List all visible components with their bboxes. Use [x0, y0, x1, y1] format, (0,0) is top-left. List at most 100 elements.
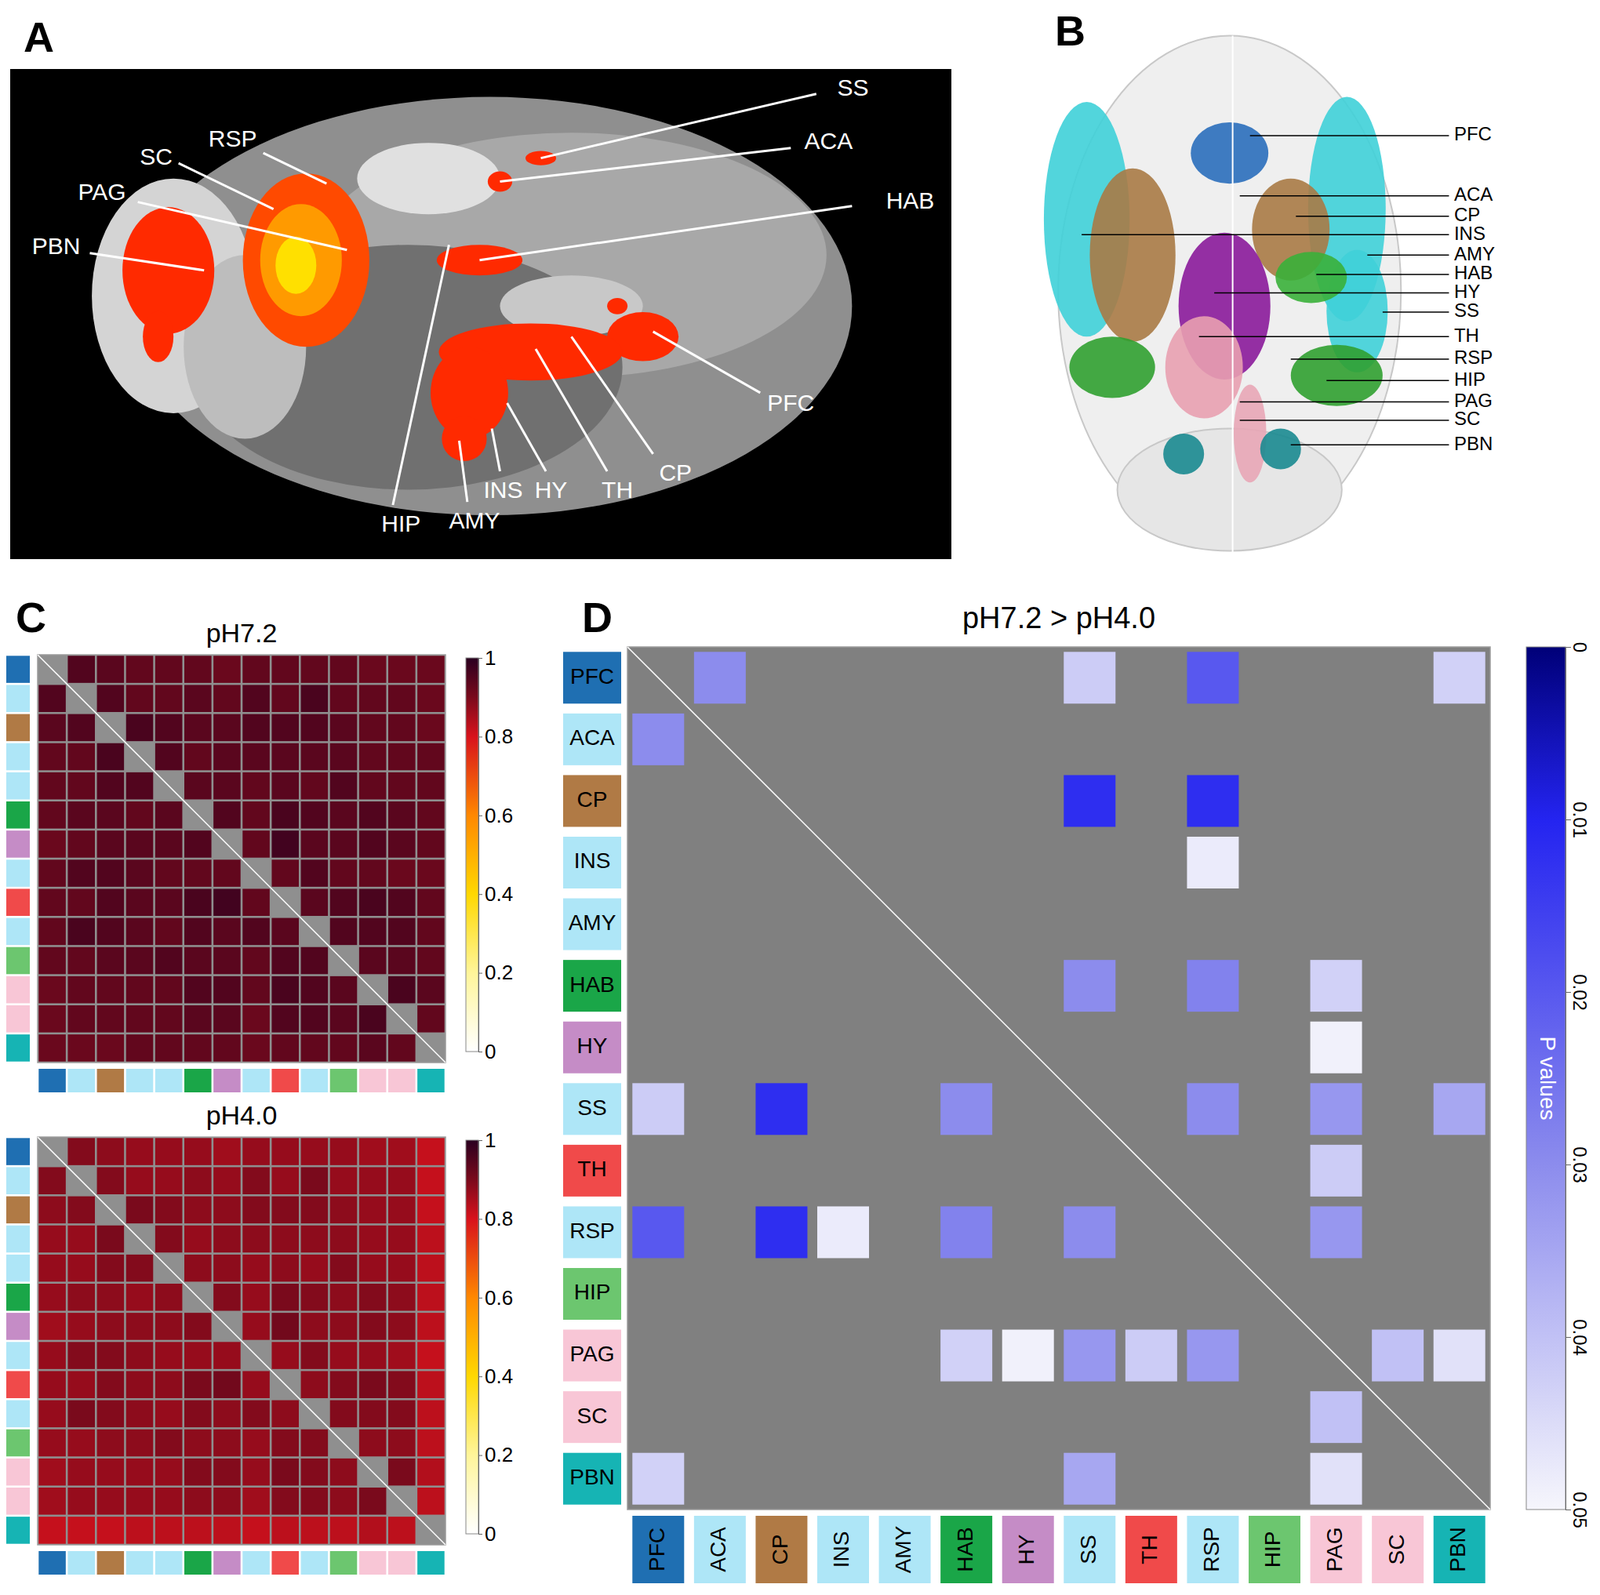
heatmap-cell: [388, 1516, 416, 1545]
heatmap-cell: [330, 1341, 358, 1370]
heatmap-cell: [213, 1034, 241, 1062]
heatmap-cell: [97, 1516, 125, 1545]
heatmap-cell: [271, 1312, 299, 1341]
figure: SSACAHABPFCCPTHHYINSAMYHIPPBNPAGSCRSPAPF…: [0, 0, 1600, 1595]
heatmap-cell: [242, 1370, 270, 1399]
heatmap-cell: [271, 655, 299, 684]
heatmap-cell: [213, 801, 241, 830]
leader-line: [1240, 419, 1450, 422]
row-swatch: [6, 1283, 30, 1312]
heatmap-cell: [126, 1370, 154, 1399]
region-label: RSP: [208, 125, 258, 152]
row-swatch: [6, 1034, 30, 1062]
column-label-box: [1186, 1516, 1239, 1584]
tick-label: 1: [484, 646, 496, 670]
heatmap-cell: [155, 1138, 183, 1166]
column-label: INS: [829, 1531, 854, 1569]
heatmap-cell: [97, 1034, 125, 1062]
heatmap: pH7.200.20.40.60.81: [6, 618, 513, 1093]
heatmap-cell: [184, 1254, 212, 1283]
heatmap-cell: [301, 1312, 329, 1341]
tick: 0: [1565, 642, 1591, 653]
column-swatch: [242, 1551, 270, 1575]
heatmap-cell: [330, 1225, 358, 1254]
leader-line: [1199, 336, 1450, 339]
activation-blob: [441, 416, 487, 462]
tick-label: 0.2: [484, 1443, 513, 1467]
heatmap-cell: [388, 1429, 416, 1458]
heatmap-cell: [126, 830, 154, 859]
heatmap-cell: [184, 1487, 212, 1516]
heatmap-cell: [184, 1400, 212, 1429]
heatmap-cell: [184, 655, 212, 684]
heatmap-cell: [67, 1034, 95, 1062]
tick: 0.02: [1565, 974, 1591, 1011]
tick: 0.2: [478, 1443, 513, 1467]
column-label: SC: [1384, 1534, 1409, 1566]
leader-line: [138, 202, 348, 251]
activation-blob: [142, 311, 174, 363]
heatmap-cell: [38, 1196, 66, 1225]
heatmap-cell: [184, 830, 212, 859]
column-swatch: [67, 1069, 95, 1093]
leader-line: [1240, 401, 1450, 404]
column-label: PFC: [644, 1527, 670, 1572]
heatmap-cell: [155, 1487, 183, 1516]
heatmap-cell: [359, 1487, 387, 1516]
tick-mark: [478, 894, 483, 895]
heatmap-cell: [301, 859, 329, 888]
heatmap-cell: [388, 888, 416, 917]
row-label-box: [563, 1145, 622, 1197]
heatmap-cell: [67, 1429, 95, 1458]
heatmap-cell: [67, 1341, 95, 1370]
heatmap-cell: [417, 947, 445, 975]
tick: 0.6: [478, 1286, 513, 1310]
heatmap-cell: [388, 714, 416, 742]
heatmap-cell: [184, 976, 212, 1004]
row-label: ACA: [569, 725, 615, 750]
heatmap-cell: [97, 1429, 125, 1458]
row-swatch: [6, 1400, 30, 1429]
heatmap-cell: [126, 1005, 154, 1033]
heatmap-cell: [126, 1341, 154, 1370]
leader-line: [458, 440, 467, 502]
tick-label: 0.05: [1569, 1491, 1591, 1529]
heatmap-cell: [359, 1034, 387, 1062]
panel-a: SSACAHABPFCCPTHHYINSAMYHIPPBNPAGSCRSP: [10, 69, 952, 560]
row-swatch: [6, 1138, 30, 1166]
heatmap-cell: [155, 1516, 183, 1545]
heatmap-cell: [155, 976, 183, 1004]
heatmap-cell: [271, 947, 299, 975]
heatmap-cell: [213, 1225, 241, 1254]
heatmap-cell: [242, 743, 270, 771]
tick-label: 0.04: [1569, 1319, 1591, 1357]
column-swatch: [213, 1551, 241, 1575]
image-background: [10, 69, 952, 560]
heatmap-cell: [67, 1400, 95, 1429]
tick-mark: [478, 736, 483, 738]
colorbar-axis: 00.20.40.60.81: [478, 646, 513, 1064]
heatmap-cell: [38, 743, 66, 771]
heatmap-cell: [1310, 1206, 1363, 1259]
row-swatch: [6, 859, 30, 888]
row-swatch: [6, 1225, 30, 1254]
heatmap-cell: [184, 1370, 212, 1399]
heatmap-cell: [417, 1167, 445, 1195]
row-label: PAG: [569, 1341, 615, 1367]
leader-line: [263, 152, 328, 184]
heatmap-cell: [1433, 651, 1486, 704]
heatmap-cell: [417, 1312, 445, 1341]
heatmap-cell: [67, 1005, 95, 1033]
chart-title: pH7.2 > pH4.0: [962, 601, 1156, 635]
row-label: TH: [577, 1156, 607, 1182]
heatmap-cell: [359, 1254, 387, 1283]
heatmap-cell: [359, 772, 387, 800]
heatmap-cell: [242, 918, 270, 946]
heatmap-cell: [301, 947, 329, 975]
heatmap-cell: [67, 1138, 95, 1166]
heatmap-cell: [1186, 836, 1239, 889]
heatmap-cell: [67, 1283, 95, 1312]
heatmap-cell: [271, 1034, 299, 1062]
heatmap-cell: [1310, 1145, 1363, 1197]
heatmap-cell: [184, 947, 212, 975]
